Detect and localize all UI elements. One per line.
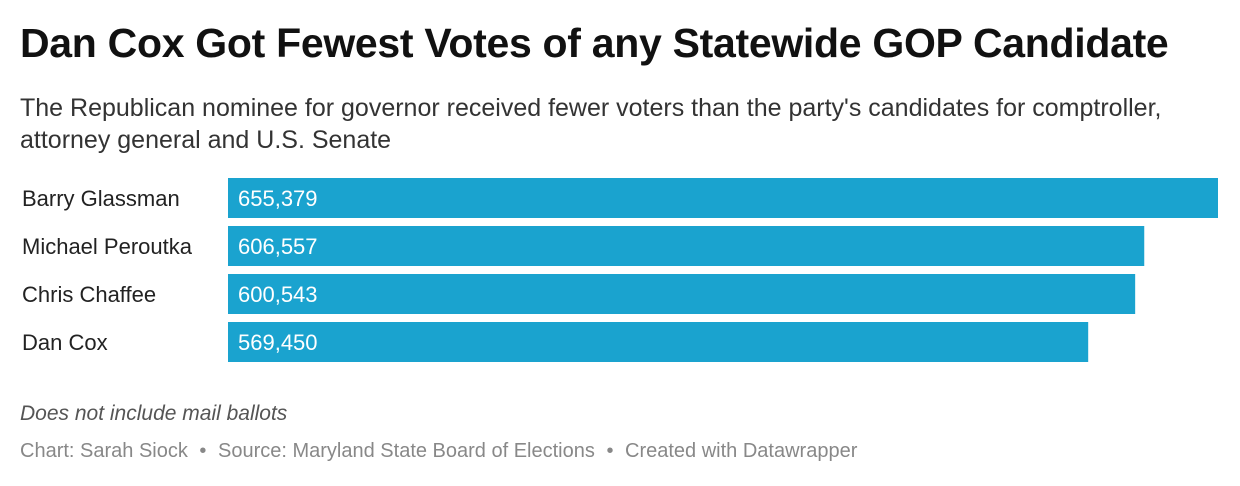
chart-title: Dan Cox Got Fewest Votes of any Statewid… [20, 20, 1168, 67]
bar-chart: Barry Glassman 655,379 Michael Peroutka 606… [0, 170, 1240, 370]
value-label: 569,450 [238, 330, 318, 355]
category-label: Michael Peroutka [22, 234, 193, 259]
bar [228, 178, 1218, 218]
footer-separator: • [606, 440, 613, 462]
source-text: Source: Maryland State Board of Election… [218, 440, 595, 462]
datawrapper-credit-link[interactable]: Created with Datawrapper [625, 440, 857, 462]
category-label: Barry Glassman [22, 186, 180, 211]
chart-notes: Does not include mail ballots [20, 402, 287, 426]
bar [228, 274, 1135, 314]
value-label: 600,543 [238, 282, 318, 307]
chart-footer: Chart: Sarah Siock • Source: Maryland St… [20, 440, 857, 463]
value-label: 655,379 [238, 186, 318, 211]
chart-subtitle: The Republican nominee for governor rece… [20, 92, 1200, 156]
value-label: 606,557 [238, 234, 318, 259]
credit-text: Chart: Sarah Siock [20, 440, 188, 462]
bar [228, 226, 1144, 266]
category-label: Chris Chaffee [22, 282, 156, 307]
category-label: Dan Cox [22, 330, 108, 355]
bar [228, 322, 1088, 362]
footer-separator: • [199, 440, 206, 462]
